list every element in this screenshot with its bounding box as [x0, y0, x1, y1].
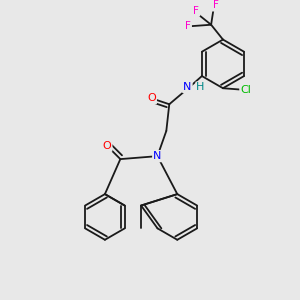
Text: F: F: [185, 21, 191, 31]
Text: F: F: [193, 5, 199, 16]
Text: N: N: [183, 82, 191, 92]
Text: O: O: [103, 141, 111, 151]
Text: O: O: [147, 93, 156, 103]
Text: F: F: [213, 1, 218, 10]
Text: Cl: Cl: [240, 85, 251, 95]
Text: N: N: [153, 151, 162, 161]
Text: H: H: [196, 82, 204, 92]
